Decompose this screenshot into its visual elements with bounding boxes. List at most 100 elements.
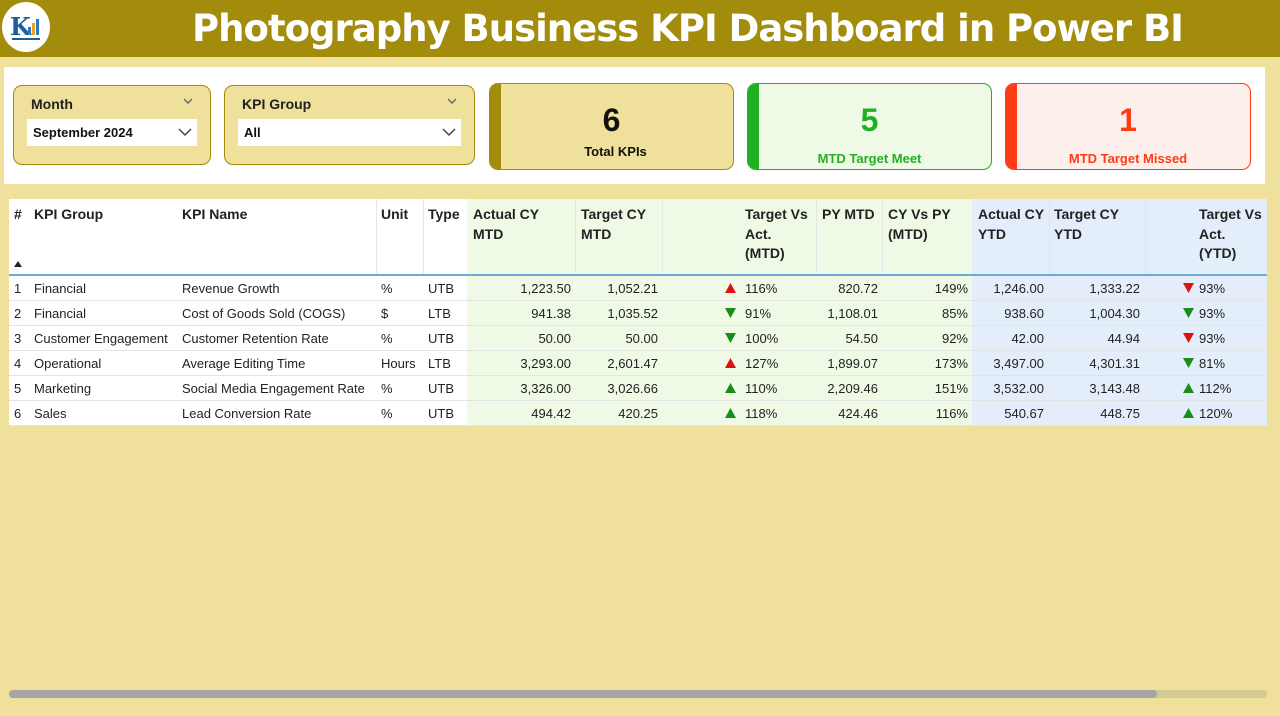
triangle-down-icon xyxy=(725,308,736,318)
header-divider xyxy=(9,274,1267,276)
cell-type: LTB xyxy=(428,306,451,321)
triangle-down-icon xyxy=(1183,358,1194,368)
cell-actual-cy-mtd: 3,293.00 xyxy=(520,356,571,371)
cell-type: UTB xyxy=(428,281,454,296)
cell-type: LTB xyxy=(428,356,451,371)
cell-cy-vs-py-mtd: 149% xyxy=(934,281,968,296)
cell-target-vs-act-mtd: 127% xyxy=(745,356,779,371)
col-header-kpi-group[interactable]: KPI Group xyxy=(34,206,104,222)
triangle-up-icon xyxy=(1183,383,1194,393)
cell-target-vs-act-ytd: 93% xyxy=(1199,281,1226,296)
cell-actual-cy-mtd: 50.00 xyxy=(538,331,571,346)
table-row[interactable]: 2 Financial Cost of Goods Sold (COGS) $ LTB 9… xyxy=(9,301,1267,326)
mtd-target-meet-card: 5 MTD Target Meet xyxy=(747,83,992,170)
cell-target-cy-mtd: 3,026.66 xyxy=(607,381,658,396)
mtd-target-missed-card: 1 MTD Target Missed xyxy=(1005,83,1251,170)
col-header-py-mtd[interactable]: PY MTD xyxy=(822,206,875,222)
col-header-target-cy-mtd[interactable]: Target CY MTD xyxy=(581,206,646,242)
cell-actual-cy-mtd: 494.42 xyxy=(531,406,571,421)
cell-kpi-group: Marketing xyxy=(34,381,92,396)
chevron-down-icon[interactable] xyxy=(446,95,458,107)
mtd-target-meet-label: MTD Target Meet xyxy=(817,151,922,166)
cell-type: UTB xyxy=(428,406,454,421)
horizontal-scrollbar[interactable] xyxy=(9,690,1267,698)
table-row[interactable]: 6 Sales Lead Conversion Rate% UTB 494.42 420.… xyxy=(9,401,1267,426)
cell-actual-cy-mtd: 1,223.50 xyxy=(520,281,571,296)
cell-target-cy-ytd: 3,143.48 xyxy=(1089,381,1140,396)
cell-cy-vs-py-mtd: 173% xyxy=(934,356,968,371)
cell-actual-cy-mtd: 941.38 xyxy=(531,306,571,321)
company-logo: K xyxy=(2,2,50,52)
month-dropdown-value: September 2024 xyxy=(33,125,133,140)
cell-kpi-group: Operational xyxy=(34,356,102,371)
cell-target-cy-ytd: 448.75 xyxy=(1100,406,1140,421)
card-accent-bar xyxy=(748,84,759,169)
scrollbar-thumb[interactable] xyxy=(9,690,1157,698)
cell-cy-vs-py-mtd: 85% xyxy=(941,306,968,321)
sort-ascending-icon[interactable] xyxy=(14,261,22,267)
total-kpis-card: 6 Total KPIs xyxy=(489,83,734,170)
col-header-kpi-name[interactable]: KPI Name xyxy=(182,206,248,222)
total-kpis-value: 6 xyxy=(602,102,621,138)
cell-kpi-name: Lead Conversion Rate xyxy=(182,406,312,421)
col-header-cy-vs-py-mtd[interactable]: CY Vs PY (MTD) xyxy=(888,206,951,242)
col-header-num[interactable]: # xyxy=(14,206,22,222)
cell-target-cy-ytd: 4,301.31 xyxy=(1089,356,1140,371)
table-row[interactable]: 5 Marketing Social Media Engagement Rate% U… xyxy=(9,376,1267,401)
cell-target-cy-mtd: 1,052.21 xyxy=(607,281,658,296)
kpi-group-slicer-label: KPI Group xyxy=(242,96,312,112)
triangle-up-icon xyxy=(725,283,736,293)
total-kpis-label: Total KPIs xyxy=(584,144,647,159)
cell-kpi-group: Financial xyxy=(34,281,87,296)
cell-num: 1 xyxy=(14,281,22,296)
cell-actual-cy-ytd: 1,246.00 xyxy=(993,281,1044,296)
cell-actual-cy-ytd: 938.60 xyxy=(1004,306,1044,321)
cell-unit: $ xyxy=(381,306,389,321)
cell-cy-vs-py-mtd: 116% xyxy=(935,406,968,421)
chevron-down-icon[interactable] xyxy=(182,95,194,107)
col-header-target-cy-ytd[interactable]: Target CY YTD xyxy=(1054,206,1119,242)
cell-target-vs-act-mtd: 110% xyxy=(745,381,778,396)
month-dropdown[interactable]: September 2024 xyxy=(27,119,197,146)
cell-target-cy-ytd: 1,333.22 xyxy=(1089,281,1140,296)
cell-target-vs-act-ytd: 93% xyxy=(1199,306,1226,321)
cell-kpi-name: Social Media Engagement Rate xyxy=(182,381,365,396)
cell-cy-vs-py-mtd: 151% xyxy=(934,381,968,396)
col-header-target-vs-act-ytd[interactable]: Target Vs Act. (YTD) xyxy=(1199,206,1262,261)
card-accent-bar xyxy=(490,84,501,169)
triangle-up-icon xyxy=(725,408,736,418)
cell-kpi-group: Customer Engagement xyxy=(34,331,168,346)
triangle-down-icon xyxy=(1183,333,1194,343)
month-slicer: Month September 2024 xyxy=(13,85,211,165)
col-header-actual-cy-ytd[interactable]: Actual CY YTD xyxy=(978,206,1044,242)
cell-num: 5 xyxy=(14,381,22,396)
page-title: Photography Business KPI Dashboard in Po… xyxy=(192,7,1184,50)
cell-target-vs-act-ytd: 120% xyxy=(1199,406,1233,421)
cell-target-cy-mtd: 50.00 xyxy=(625,331,658,346)
table-row[interactable]: 3 Customer Engagement Customer Retention R… xyxy=(9,326,1267,351)
table-row[interactable]: 1 Financial Revenue Growth% UTB 1,223.50 1,05… xyxy=(9,276,1267,301)
cell-actual-cy-ytd: 540.67 xyxy=(1004,406,1044,421)
col-header-actual-cy-mtd[interactable]: Actual CY MTD xyxy=(473,206,539,242)
col-header-unit[interactable]: Unit xyxy=(381,206,409,222)
col-header-type[interactable]: Type xyxy=(428,206,460,222)
cell-target-cy-ytd: 44.94 xyxy=(1107,331,1140,346)
col-header-target-vs-act-mtd[interactable]: Target Vs Act. (MTD) xyxy=(745,206,808,261)
cell-actual-cy-ytd: 3,532.00 xyxy=(993,381,1044,396)
cell-target-vs-act-mtd: 100% xyxy=(745,331,779,346)
cell-num: 2 xyxy=(14,306,22,321)
cell-unit: % xyxy=(381,331,393,346)
triangle-up-icon xyxy=(725,383,736,393)
kpi-table: # KPI Group KPI Name Unit Type Actual CY… xyxy=(9,199,1267,426)
cell-kpi-group: Sales xyxy=(34,406,67,421)
ytd-column-band xyxy=(972,199,1267,426)
cell-target-vs-act-mtd: 91% xyxy=(745,306,772,321)
header-bar: K Photography Business KPI Dashboard in … xyxy=(0,0,1280,57)
table-row[interactable]: 4 Operational Average Editing Time Hours LTB… xyxy=(9,351,1267,376)
cell-type: UTB xyxy=(428,381,454,396)
kpi-group-dropdown[interactable]: All xyxy=(238,119,461,146)
kpi-group-slicer: KPI Group All xyxy=(224,85,475,165)
cell-num: 6 xyxy=(14,406,22,421)
cell-actual-cy-ytd: 3,497.00 xyxy=(993,356,1044,371)
cell-target-vs-act-mtd: 116% xyxy=(745,281,778,296)
